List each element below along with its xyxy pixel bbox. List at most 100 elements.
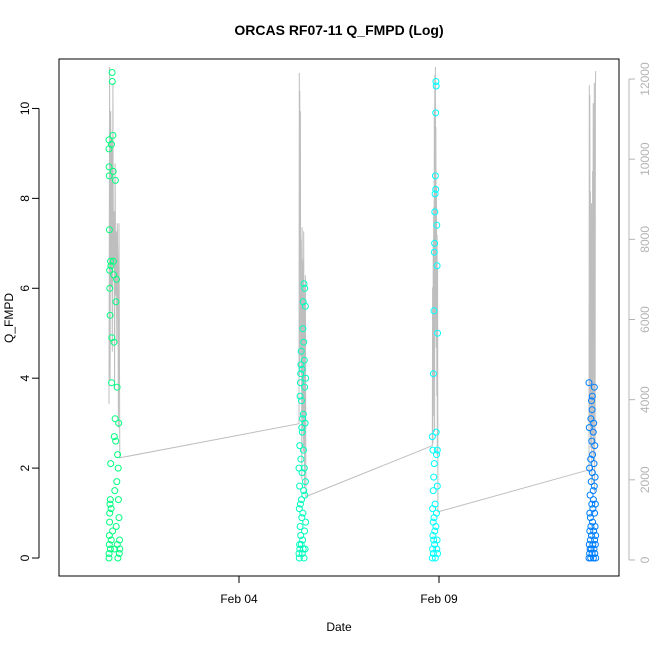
scatter-point [301, 284, 309, 292]
scatter-point [112, 437, 120, 445]
scatter-point [296, 392, 304, 400]
scatter-point [115, 419, 123, 427]
scatter-point [434, 329, 442, 337]
scatter-point [114, 451, 122, 459]
scatter-point [588, 500, 596, 508]
scatter-point [105, 163, 113, 171]
scatter-point [106, 266, 114, 274]
scatter-point [299, 545, 307, 553]
scatter-point [108, 69, 116, 76]
scatter-point [107, 536, 115, 544]
scatter-point [587, 455, 595, 463]
scatter-point [106, 311, 114, 319]
scatter-point [591, 541, 599, 548]
scatter-point [433, 262, 441, 270]
scatter-point [298, 365, 306, 373]
y2-tick-label: 12000 [638, 62, 650, 96]
scatter-point [106, 496, 114, 504]
scatter-point [298, 496, 305, 504]
x-axis-label: Date [326, 620, 352, 634]
scatter-point [298, 514, 306, 522]
y-tick-label: 0 [18, 554, 32, 561]
scatter-point [300, 280, 308, 288]
scatter-point [113, 478, 121, 486]
y2-tick-label: 0 [638, 556, 650, 563]
scatter-point [432, 109, 440, 117]
scatter-point [591, 523, 599, 530]
y-tick-label: 4 [18, 375, 32, 382]
scatter-point [588, 392, 596, 400]
scatter-point [107, 505, 115, 513]
scatter-point [587, 554, 595, 562]
scatter-point [299, 410, 307, 418]
scatter-point [109, 257, 117, 265]
y2-series-line [108, 66, 597, 513]
scatter-point [588, 550, 596, 557]
secondary-series-line [108, 66, 597, 513]
scatter-point [113, 383, 121, 391]
scatter-point [429, 545, 437, 553]
scatter-point [302, 518, 310, 526]
scatter-point [115, 550, 123, 557]
scatter-point [105, 550, 113, 557]
scatter-point [432, 82, 440, 90]
scatter-point [591, 550, 599, 557]
scatter-point [592, 554, 600, 562]
scatter-point [429, 446, 437, 454]
scatter-point [113, 275, 120, 283]
scatter-point [301, 302, 309, 310]
scatter-point [591, 500, 599, 508]
scatter-point [301, 545, 309, 553]
scatter-point [111, 176, 119, 184]
y2-tick-label: 10000 [638, 142, 650, 176]
x-axis: Feb 04 Feb 09 [220, 575, 458, 606]
scatter-point [585, 424, 593, 432]
chart-title: ORCAS RF07-11 Q_FMPD (Log) [234, 22, 443, 38]
scatter-point [433, 446, 441, 454]
scatter-point [433, 545, 441, 553]
scatter-point [300, 338, 308, 346]
y-tick-label: 6 [18, 285, 32, 292]
scatter-point [433, 509, 440, 517]
scatter-point [297, 370, 305, 378]
scatter-point [431, 239, 439, 247]
scatter-point [589, 496, 597, 504]
scatter-point [295, 505, 303, 513]
scatter-point [433, 221, 441, 229]
scatter-point [432, 523, 440, 530]
scatter-point [112, 523, 120, 530]
scatter-point [589, 487, 597, 495]
scatter-point [431, 190, 439, 198]
scatter-point [433, 451, 440, 459]
scatter-point [110, 433, 118, 441]
x-tick-label: Feb 09 [420, 592, 458, 606]
scatter-point [301, 527, 309, 535]
scatter-point [300, 554, 308, 562]
scatter-point [590, 527, 598, 535]
scatter-point [429, 487, 437, 495]
scatter-point [302, 374, 310, 382]
scatter-point [586, 550, 594, 557]
scatter-point [301, 383, 309, 391]
scatter-point [106, 545, 114, 553]
scatter-point [301, 491, 309, 499]
scatter-point [301, 478, 309, 486]
scatter-point [297, 541, 305, 548]
scatter-point [108, 140, 115, 148]
scatter-point [589, 554, 597, 562]
scatter-point [430, 536, 438, 544]
scatter-point [296, 442, 304, 450]
scatter-point [429, 370, 437, 378]
y-tick-label: 10 [18, 101, 32, 115]
scatter-point [591, 536, 599, 544]
scatter-point [106, 509, 114, 517]
scatter-point [105, 532, 113, 539]
scatter-point [115, 514, 123, 522]
scatter-point [587, 545, 595, 553]
scatter-point [588, 397, 595, 405]
scatter-point [105, 226, 113, 234]
scatter-point [296, 500, 304, 508]
scatter-point [297, 532, 305, 539]
scatter-point [591, 509, 599, 517]
